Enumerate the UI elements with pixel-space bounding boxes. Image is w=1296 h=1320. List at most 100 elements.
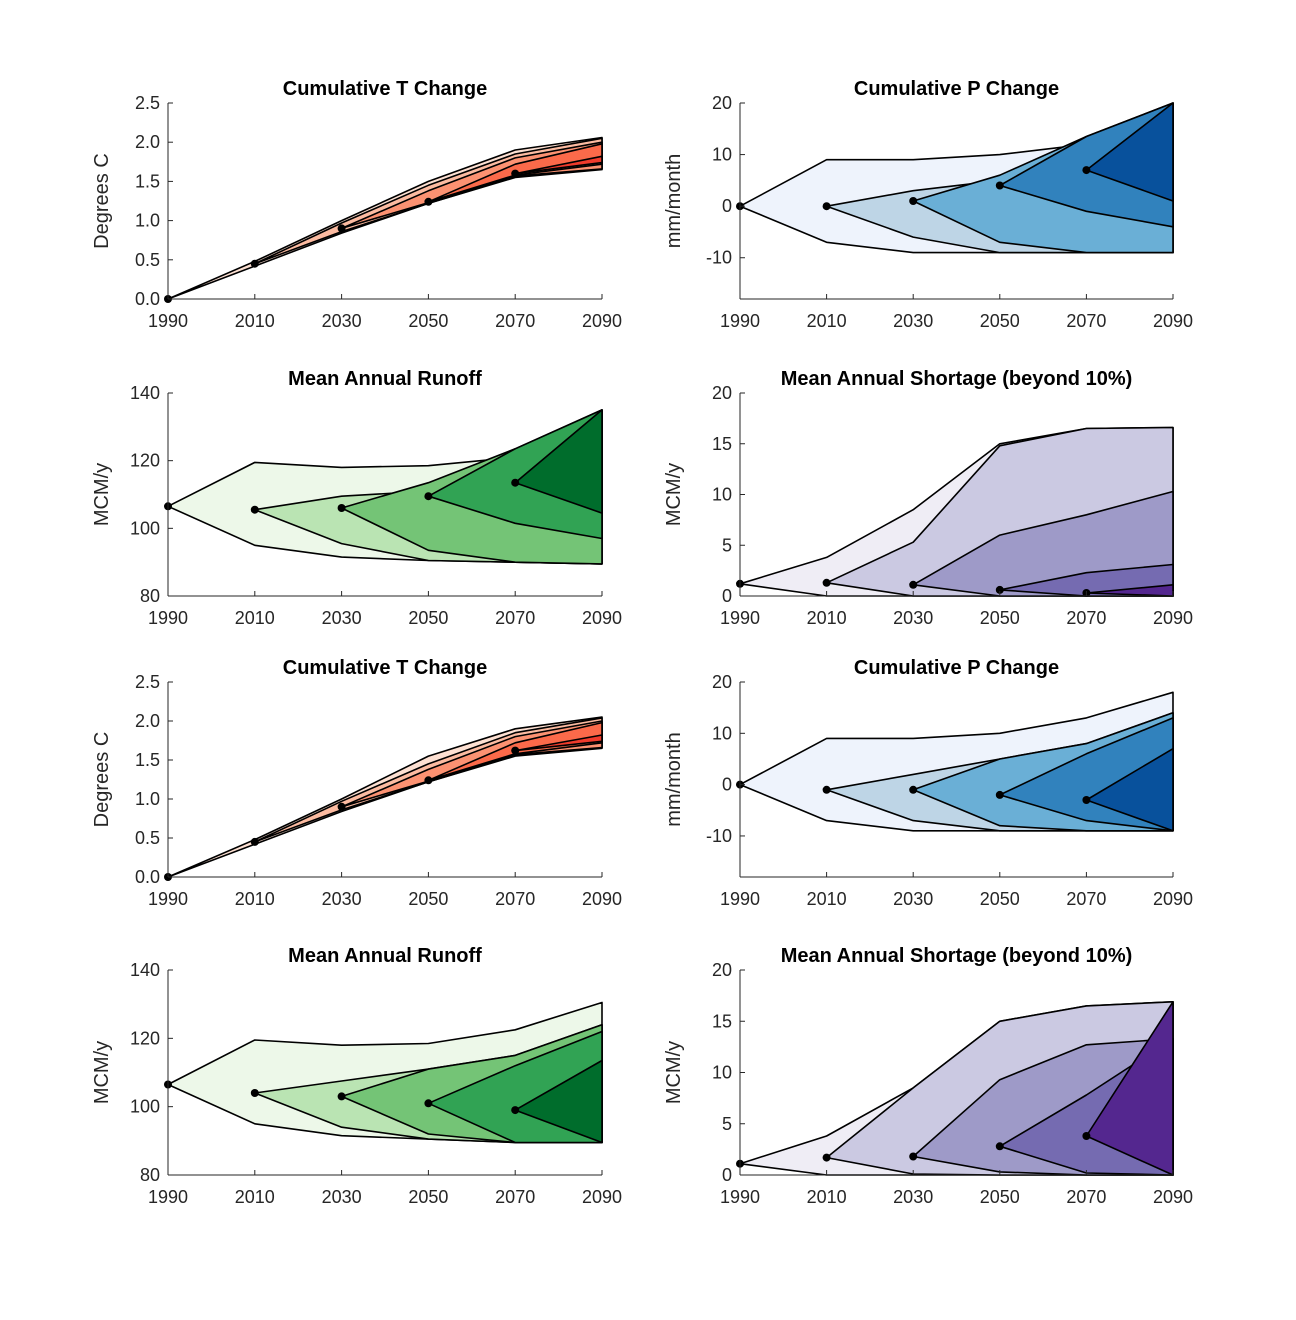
y-tick-label: 1.5 <box>135 750 160 770</box>
y-tick-label: 100 <box>130 1097 160 1117</box>
x-tick-label: 2090 <box>582 608 622 628</box>
decision-point-marker <box>822 785 831 794</box>
x-tick-label: 1990 <box>148 608 188 628</box>
x-tick-label: 2010 <box>235 1187 275 1207</box>
x-tick-label: 2030 <box>893 608 933 628</box>
decision-point-marker <box>909 1152 918 1161</box>
decision-point-marker <box>822 1153 831 1162</box>
decision-point-marker <box>424 1099 433 1108</box>
y-tick-label: 10 <box>712 723 732 743</box>
y-tick-label: 120 <box>130 1028 160 1048</box>
y-tick-label: 0 <box>722 775 732 795</box>
subplot-title: Cumulative P Change <box>854 657 1059 679</box>
y-tick-label: 140 <box>130 383 160 403</box>
subplot-3: 1990 2010 2030 2050 2070 2090 80 100 120 140 Mean … <box>91 368 622 628</box>
y-axis-label: MCM/y <box>663 463 685 526</box>
y-tick-label: 0 <box>722 586 732 606</box>
y-tick-label: 0.0 <box>135 867 160 887</box>
decision-point-marker <box>511 478 520 487</box>
decision-point-marker <box>995 790 1004 799</box>
x-tick-label: 2070 <box>495 889 535 909</box>
fan-band-5 <box>514 1059 603 1144</box>
x-tick-label: 1990 <box>720 1187 760 1207</box>
x-tick-label: 2010 <box>807 311 847 331</box>
decision-point-marker <box>909 197 918 205</box>
decision-point-marker <box>909 580 918 589</box>
decision-point-marker <box>337 224 346 233</box>
y-tick-label: 1.0 <box>135 211 160 231</box>
y-tick-label: 2.5 <box>135 93 160 113</box>
x-tick-label: 2010 <box>235 608 275 628</box>
y-axis-label: MCM/y <box>91 463 113 526</box>
decision-point-marker <box>424 492 433 501</box>
x-tick-label: 2030 <box>322 608 362 628</box>
y-axis-label: mm/month <box>663 154 685 248</box>
y-tick-label: 20 <box>712 672 732 692</box>
x-tick-label: 2030 <box>322 889 362 909</box>
x-tick-label: 2070 <box>495 608 535 628</box>
y-axis-label: Degrees C <box>91 153 113 249</box>
x-tick-label: 2030 <box>322 311 362 331</box>
y-tick-label: 80 <box>140 586 160 606</box>
y-tick-label: 0 <box>722 1165 732 1185</box>
y-tick-label: 20 <box>712 960 732 980</box>
fan-band-5 <box>1085 1000 1174 1176</box>
y-tick-label: 5 <box>722 535 732 555</box>
decision-point-marker <box>424 197 433 206</box>
decision-point-marker <box>250 1089 259 1097</box>
x-tick-label: 2030 <box>893 311 933 331</box>
decision-point-marker <box>250 259 259 268</box>
decision-point-marker <box>995 1142 1004 1151</box>
x-tick-label: 2070 <box>1066 608 1106 628</box>
fan-band-5 <box>514 409 603 514</box>
subplot-5: 1990 2010 2030 2050 2070 2090 0.0 0.5 1.0 1.5 2.0 2… <box>91 657 622 909</box>
y-axis-label: Degrees C <box>91 732 113 828</box>
subplot-title: Cumulative P Change <box>854 78 1059 100</box>
x-tick-label: 2030 <box>893 1187 933 1207</box>
y-axis-label: MCM/y <box>663 1041 685 1104</box>
x-tick-label: 2090 <box>1153 889 1193 909</box>
y-tick-label: 15 <box>712 434 732 454</box>
y-tick-label: -10 <box>706 826 732 846</box>
x-tick-label: 1990 <box>148 889 188 909</box>
decision-point-marker <box>511 1106 520 1115</box>
y-tick-label: 15 <box>712 1011 732 1031</box>
decision-point-marker <box>822 578 831 587</box>
fan-band-5 <box>514 155 603 175</box>
x-tick-label: 2050 <box>980 889 1020 909</box>
decision-point-marker <box>337 1092 346 1101</box>
x-tick-label: 2030 <box>893 889 933 909</box>
decision-point-marker <box>511 746 520 755</box>
x-tick-label: 2070 <box>495 1187 535 1207</box>
decision-point-marker <box>909 785 918 794</box>
y-tick-label: 1.5 <box>135 171 160 191</box>
subplot-6: 1990 2010 2030 2050 2070 2090 -10 0 10 20 Cumulati… <box>663 657 1193 909</box>
subplot-2: 1990 2010 2030 2050 2070 2090 -10 0 10 20 Cumulati… <box>663 78 1193 331</box>
fan-band-5 <box>1085 583 1174 597</box>
y-tick-label: 0.5 <box>135 828 160 848</box>
y-tick-label: 2.0 <box>135 132 160 152</box>
subplot-title: Mean Annual Shortage (beyond 10%) <box>781 368 1133 390</box>
x-tick-label: 2050 <box>408 1187 448 1207</box>
subplot-title: Cumulative T Change <box>283 78 487 100</box>
decision-point-marker <box>337 802 346 811</box>
x-tick-label: 2070 <box>1066 1187 1106 1207</box>
y-axis-label: mm/month <box>663 732 685 826</box>
x-tick-label: 2090 <box>1153 1187 1193 1207</box>
x-tick-label: 1990 <box>720 608 760 628</box>
y-tick-label: 0.0 <box>135 289 160 309</box>
y-tick-label: 10 <box>712 1063 732 1083</box>
y-tick-label: 2.5 <box>135 672 160 692</box>
x-tick-label: 1990 <box>148 311 188 331</box>
x-tick-label: 2010 <box>235 889 275 909</box>
y-tick-label: 1.0 <box>135 789 160 809</box>
x-tick-label: 2050 <box>408 311 448 331</box>
subplot-title: Cumulative T Change <box>283 657 487 679</box>
y-tick-label: 80 <box>140 1165 160 1185</box>
y-tick-label: 10 <box>712 485 732 505</box>
decision-point-marker <box>337 504 346 512</box>
decision-point-marker <box>250 505 259 514</box>
x-tick-label: 2090 <box>1153 608 1193 628</box>
x-tick-label: 2050 <box>408 889 448 909</box>
y-tick-label: 0.5 <box>135 250 160 270</box>
